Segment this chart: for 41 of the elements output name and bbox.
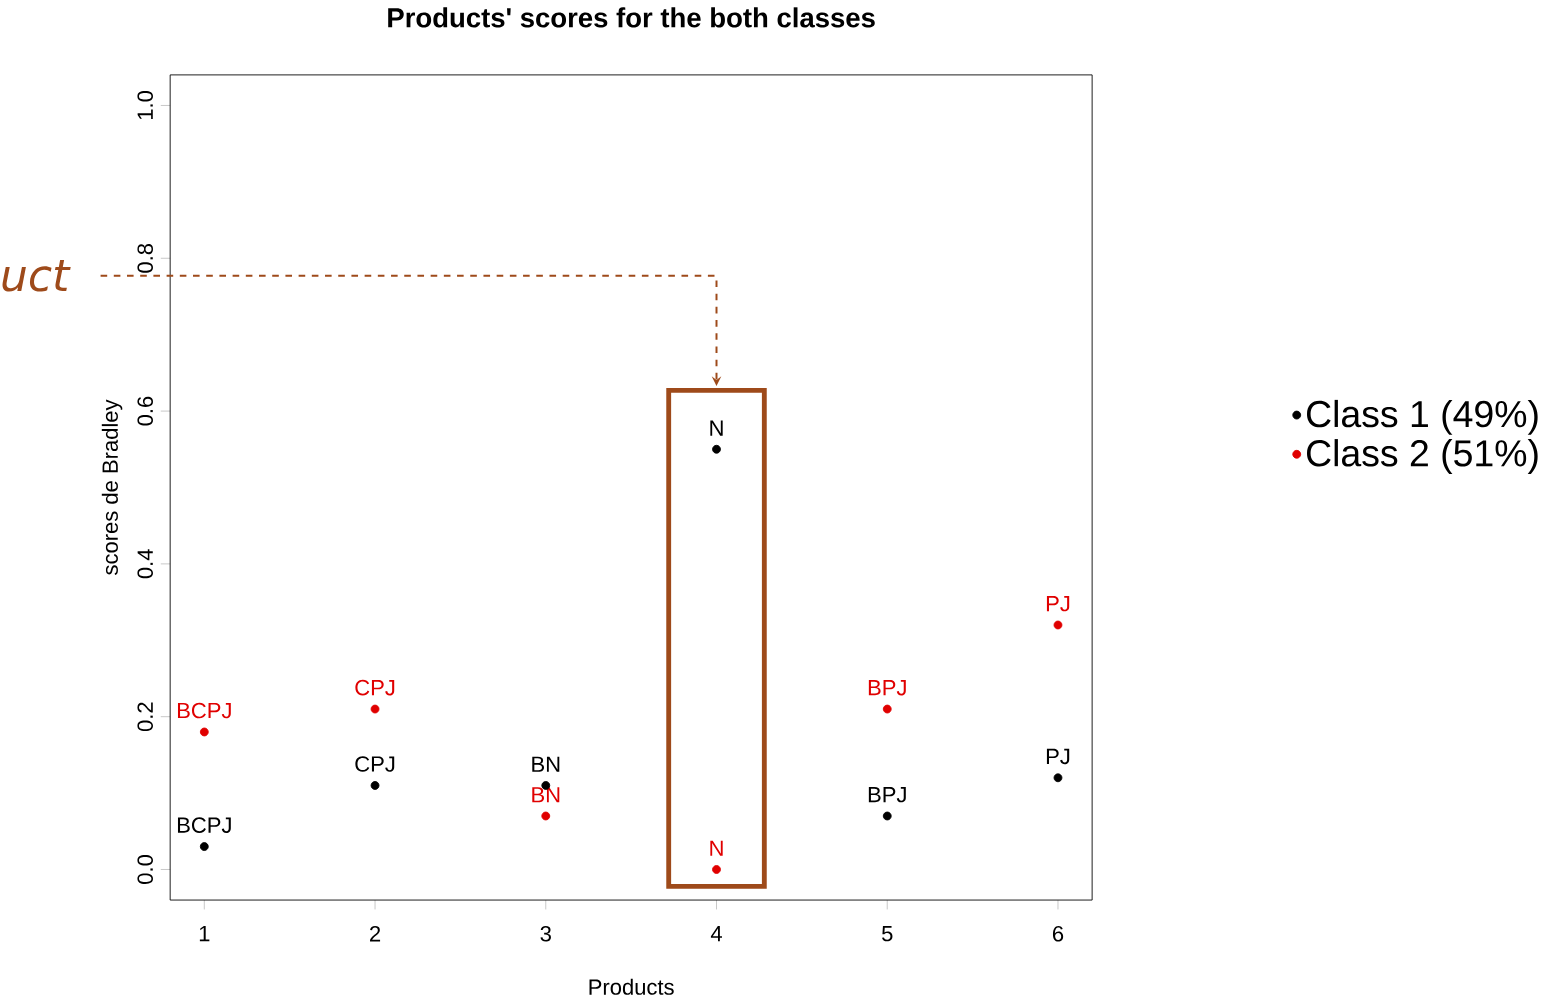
legend-label: Class 1 (49%) bbox=[1307, 399, 1538, 435]
x-tick-label: 4 bbox=[710, 925, 722, 942]
point bbox=[370, 704, 380, 714]
annotation: BN bbox=[532, 787, 560, 803]
text: uct bbox=[2, 260, 71, 292]
x-tick-label: 6 bbox=[1052, 925, 1064, 942]
point bbox=[1053, 620, 1063, 630]
annotation: BPJ bbox=[868, 679, 906, 696]
annotation: PJ bbox=[1046, 748, 1070, 765]
x-tick-label: 3 bbox=[540, 925, 551, 942]
annotation: CPJ bbox=[355, 679, 395, 696]
y-tick-label: 0.6 bbox=[137, 396, 153, 426]
legend-label: Class 2 (51%) bbox=[1307, 439, 1538, 474]
x-axis-title: Products bbox=[589, 978, 674, 995]
point bbox=[882, 704, 892, 714]
annotation: BCPJ bbox=[177, 817, 231, 833]
annotation: BPJ bbox=[868, 786, 906, 803]
annotation: N bbox=[710, 840, 723, 856]
y-tick-label: 0.8 bbox=[137, 243, 153, 273]
point bbox=[712, 444, 721, 454]
y-axis-title: scores de Bradley bbox=[101, 399, 123, 575]
y-tick-label: 1.0 bbox=[137, 90, 153, 119]
point bbox=[712, 864, 721, 874]
point bbox=[370, 780, 380, 790]
chart-title: Products' scores for the both classes bbox=[388, 7, 875, 28]
point bbox=[541, 811, 551, 821]
y-tick-label: 0.4 bbox=[137, 549, 153, 579]
point bbox=[199, 842, 209, 851]
annotation: CPJ bbox=[355, 756, 395, 772]
x-tick-label: 5 bbox=[882, 925, 893, 942]
point bbox=[199, 727, 209, 737]
annotation: BCPJ bbox=[177, 702, 231, 719]
annotation: BN bbox=[532, 756, 560, 772]
annotation: PJ bbox=[1046, 595, 1070, 612]
point bbox=[1053, 773, 1063, 783]
x-tick-label: 1 bbox=[199, 925, 210, 942]
point bbox=[882, 811, 892, 821]
y-tick-label: 0.2 bbox=[137, 702, 153, 732]
x-tick-label: 2 bbox=[370, 925, 381, 942]
y-tick-label: 0.0 bbox=[137, 854, 153, 884]
annotation: N bbox=[710, 420, 723, 436]
